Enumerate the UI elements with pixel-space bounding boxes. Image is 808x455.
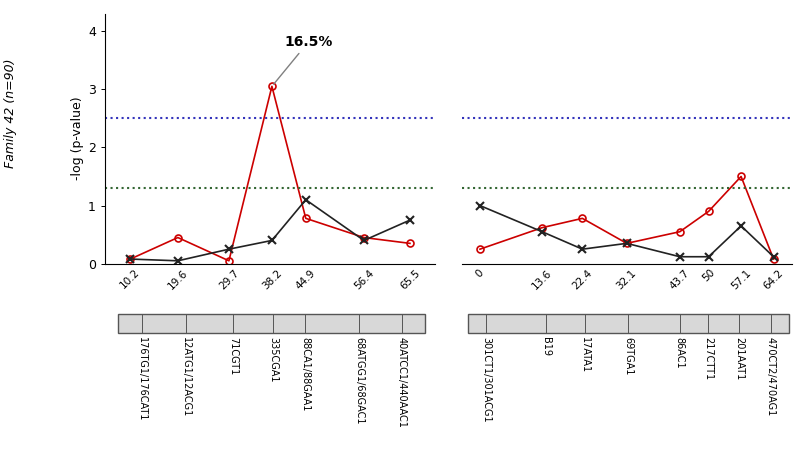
Text: 50: 50 [701, 268, 717, 284]
Text: 56.4: 56.4 [352, 268, 376, 291]
Text: 19.6: 19.6 [166, 268, 190, 291]
Text: 68ATGG1/68GAC1: 68ATGG1/68GAC1 [354, 338, 364, 425]
Text: 16.5%: 16.5% [274, 35, 333, 84]
Text: 40ATCC1/440AAC1: 40ATCC1/440AAC1 [397, 338, 406, 428]
Text: 335CGA1: 335CGA1 [268, 338, 279, 383]
Text: 0: 0 [474, 268, 486, 279]
Text: 22.4: 22.4 [570, 268, 594, 291]
Text: 470CT2/470AG1: 470CT2/470AG1 [766, 338, 776, 417]
Text: 88CA1/88GAA1: 88CA1/88GAA1 [300, 338, 310, 412]
Text: 69TGA1: 69TGA1 [624, 338, 633, 376]
FancyBboxPatch shape [469, 314, 789, 333]
Text: 201AAT1: 201AAT1 [734, 338, 744, 381]
Text: 32.1: 32.1 [615, 268, 638, 291]
Text: 13.6: 13.6 [530, 268, 554, 291]
Text: 86AC1: 86AC1 [675, 338, 685, 369]
Text: 71CGT1: 71CGT1 [229, 338, 238, 376]
Text: 17ATA1: 17ATA1 [580, 338, 591, 374]
Text: 217CTT1: 217CTT1 [703, 338, 713, 380]
Text: B19: B19 [541, 338, 551, 356]
Text: 44.9: 44.9 [294, 268, 318, 291]
Text: 10.2: 10.2 [119, 268, 142, 291]
Text: 29.7: 29.7 [217, 268, 241, 291]
FancyBboxPatch shape [118, 314, 425, 333]
Text: 301CT1/301ACG1: 301CT1/301ACG1 [481, 338, 491, 423]
Text: Family 42 (n=90): Family 42 (n=90) [4, 59, 17, 168]
Text: 38.2: 38.2 [260, 268, 284, 291]
Text: 176TG1/176CAT1: 176TG1/176CAT1 [137, 338, 147, 422]
Y-axis label: -log (p-value): -log (p-value) [71, 97, 84, 181]
Text: 65.5: 65.5 [398, 268, 422, 291]
Text: 12ATG1/12ACG1: 12ATG1/12ACG1 [181, 338, 191, 418]
Text: 43.7: 43.7 [668, 268, 692, 291]
Text: 64.2: 64.2 [762, 268, 785, 291]
Text: 57.1: 57.1 [730, 268, 753, 291]
